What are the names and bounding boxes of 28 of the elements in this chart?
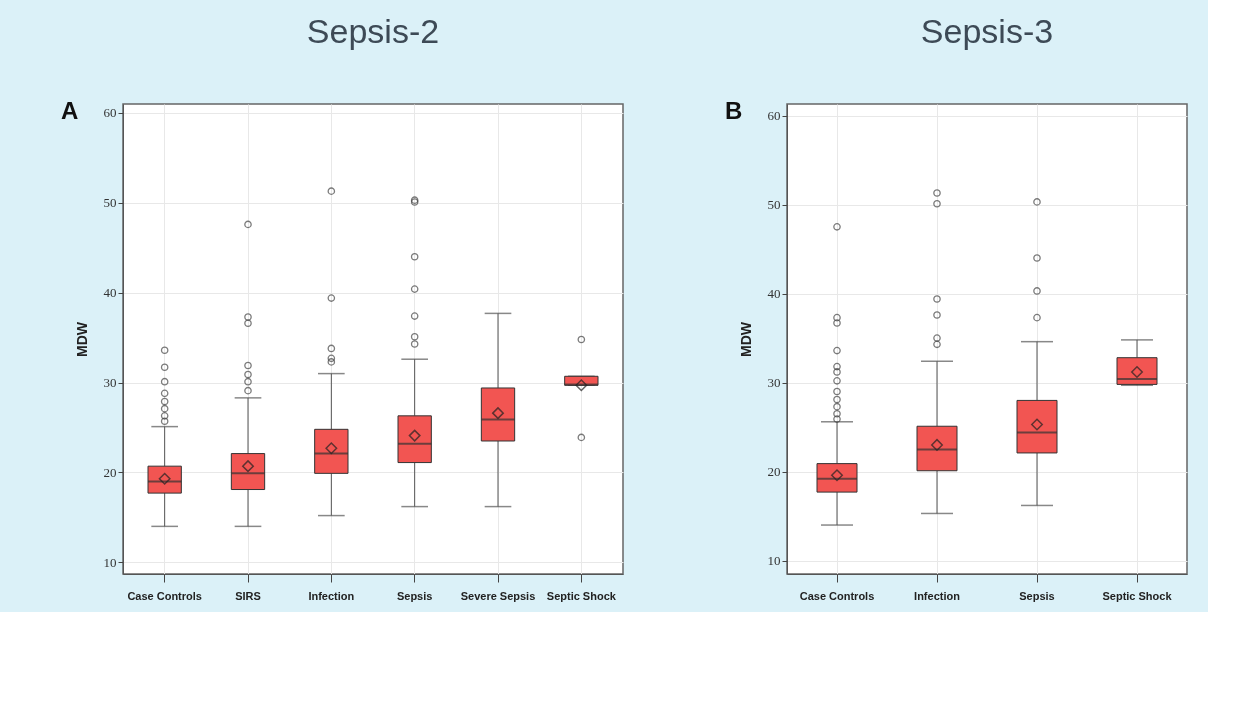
y-axis-title: MDW — [73, 321, 90, 357]
x-tick-label: Severe Sepsis — [460, 589, 536, 602]
y-axis-title: MDW — [737, 321, 754, 357]
y-tick-label: 10 — [767, 553, 781, 569]
x-tick-label: Case Controls — [127, 589, 202, 602]
x-tick-label: Septic Shock — [1102, 589, 1173, 602]
x-tick-label: Sepsis — [1019, 589, 1055, 602]
x-tick-label: Case Controls — [799, 589, 875, 602]
y-tick-label: 40 — [767, 286, 781, 302]
y-tick-label: 50 — [103, 195, 117, 211]
x-tick-label: Septic Shock — [546, 589, 617, 602]
x-tick-label: Sepsis — [396, 589, 433, 602]
y-tick-label: 20 — [767, 464, 781, 480]
y-tick-label: 50 — [767, 197, 781, 213]
y-tick-label: 10 — [103, 554, 117, 570]
y-tick-label: 30 — [103, 375, 117, 391]
y-tick-label: 30 — [767, 375, 781, 391]
chart-title: Sepsis-2 — [306, 12, 440, 50]
y-tick-label: 60 — [103, 105, 117, 121]
x-tick-label: Infection — [308, 589, 355, 602]
y-tick-label: 60 — [767, 108, 781, 124]
text: A — [61, 97, 79, 124]
chart-title: Sepsis-3 — [920, 12, 1054, 50]
x-tick-label: Infection — [914, 589, 961, 602]
y-tick-label: 20 — [103, 464, 117, 480]
text: B — [725, 97, 743, 124]
y-tick-label: 40 — [103, 285, 117, 301]
x-tick-label: SIRS — [235, 589, 261, 602]
